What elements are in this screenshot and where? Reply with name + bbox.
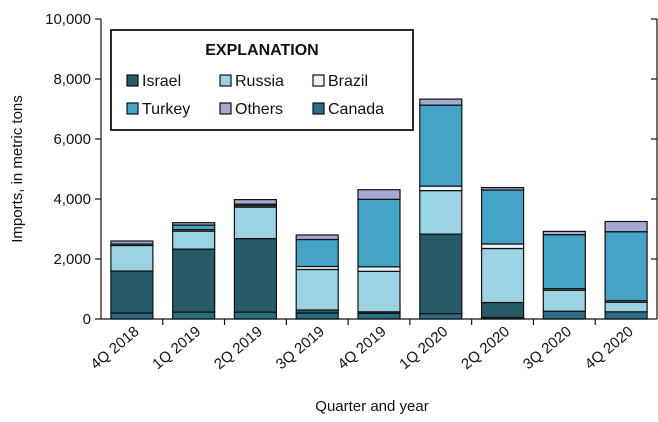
bar-segment-russia-1q-2019 [172,230,216,250]
y-tick-label: 10,000 [45,11,91,28]
bar-segment-canada-2q-2019 [233,311,277,320]
bar-segment-others-3q-2019 [295,234,339,241]
bar-segment-turkey-1q-2019 [172,224,216,231]
bar-segment-turkey-2q-2020 [481,189,525,245]
bar-segment-israel-1q-2019 [172,248,216,313]
bar-segment-others-4q-2019 [357,189,401,200]
x-tick-label-4q-2018: 4Q 2018 [87,323,142,373]
bar-segment-russia-2q-2020 [481,247,525,304]
x-tick-label-3q-2020: 3Q 2020 [520,323,575,373]
legend-box [110,29,414,131]
y-tick-label: 2,000 [53,251,91,268]
bar-segment-russia-4q-2020 [604,301,648,313]
bar-segment-canada-4q-2020 [604,311,648,320]
bar-segment-others-2q-2019 [233,199,277,205]
legend-label-russia: Russia [235,73,284,90]
legend-label-canada: Canada [328,101,384,118]
bar-segment-russia-3q-2020 [542,289,586,312]
legend-label-others: Others [235,101,283,118]
bar-segment-canada-3q-2019 [295,312,339,320]
bar-segment-russia-4q-2019 [357,270,401,313]
legend-swatch-israel [126,74,139,87]
bar-segment-canada-1q-2020 [419,313,463,320]
legend: EXPLANATION Israel Russia Brazil Turkey Other… [110,29,414,131]
bar-segment-turkey-4q-2020 [604,231,648,302]
y-tick-label: 0 [83,311,91,328]
bar-segment-turkey-1q-2020 [419,104,463,187]
x-tick-label-1q-2020: 1Q 2020 [396,323,451,373]
legend-label-turkey: Turkey [142,101,190,118]
x-tick-label-3q-2019: 3Q 2019 [273,323,328,373]
bar-segment-russia-1q-2020 [419,190,463,235]
bar-segment-brazil-4q-2019 [357,266,401,272]
bar-segment-others-2q-2020 [481,187,525,191]
bar-segment-others-4q-2020 [604,220,648,233]
legend-label-brazil: Brazil [328,73,368,90]
x-tick-label-4q-2019: 4Q 2019 [335,323,390,373]
legend-swatch-canada [312,102,325,115]
legend-swatch-turkey [126,102,139,115]
bar-segment-others-3q-2020 [542,230,586,236]
y-tick-label: 8,000 [53,71,91,88]
bar-segment-israel-1q-2020 [419,233,463,315]
bar-segment-turkey-4q-2019 [357,198,401,268]
legend-swatch-russia [219,74,232,87]
bar-segment-israel-2q-2019 [233,238,277,313]
bar-segment-canada-1q-2019 [172,311,216,320]
y-tick-label: 4,000 [53,191,91,208]
x-axis-title: Quarter and year [315,398,428,415]
bar-segment-others-4q-2018 [110,240,154,245]
x-tick-label-1q-2019: 1Q 2019 [149,323,204,373]
bar-segment-turkey-3q-2019 [295,238,339,268]
bar-segment-others-1q-2020 [419,98,463,106]
y-axis-title: Imports, in metric tons [9,95,26,243]
y-tick-label: 6,000 [53,131,91,148]
bar-segment-others-1q-2019 [172,222,216,226]
x-tick-label-2q-2019: 2Q 2019 [211,323,266,373]
legend-title: EXPLANATION [205,42,318,59]
x-tick-label-4q-2020: 4Q 2020 [582,323,637,373]
bars-layer [110,98,648,320]
x-tick-label-2q-2020: 2Q 2020 [458,323,513,373]
bar-segment-turkey-3q-2020 [542,234,586,290]
bar-segment-brazil-1q-2020 [419,185,463,192]
bar-segment-brazil-2q-2020 [481,243,525,250]
legend-swatch-others [219,102,232,115]
bar-segment-russia-2q-2019 [233,206,277,240]
legend-swatch-brazil [312,74,325,87]
bar-segment-israel-2q-2020 [481,301,525,319]
bar-segment-russia-3q-2019 [295,268,339,311]
bar-segment-russia-4q-2018 [110,244,154,272]
bar-segment-canada-4q-2018 [110,312,154,320]
bar-segment-israel-4q-2018 [110,270,154,314]
bar-segment-canada-4q-2019 [357,312,401,320]
legend-label-israel: Israel [142,73,181,90]
bar-segment-canada-3q-2020 [542,310,586,320]
